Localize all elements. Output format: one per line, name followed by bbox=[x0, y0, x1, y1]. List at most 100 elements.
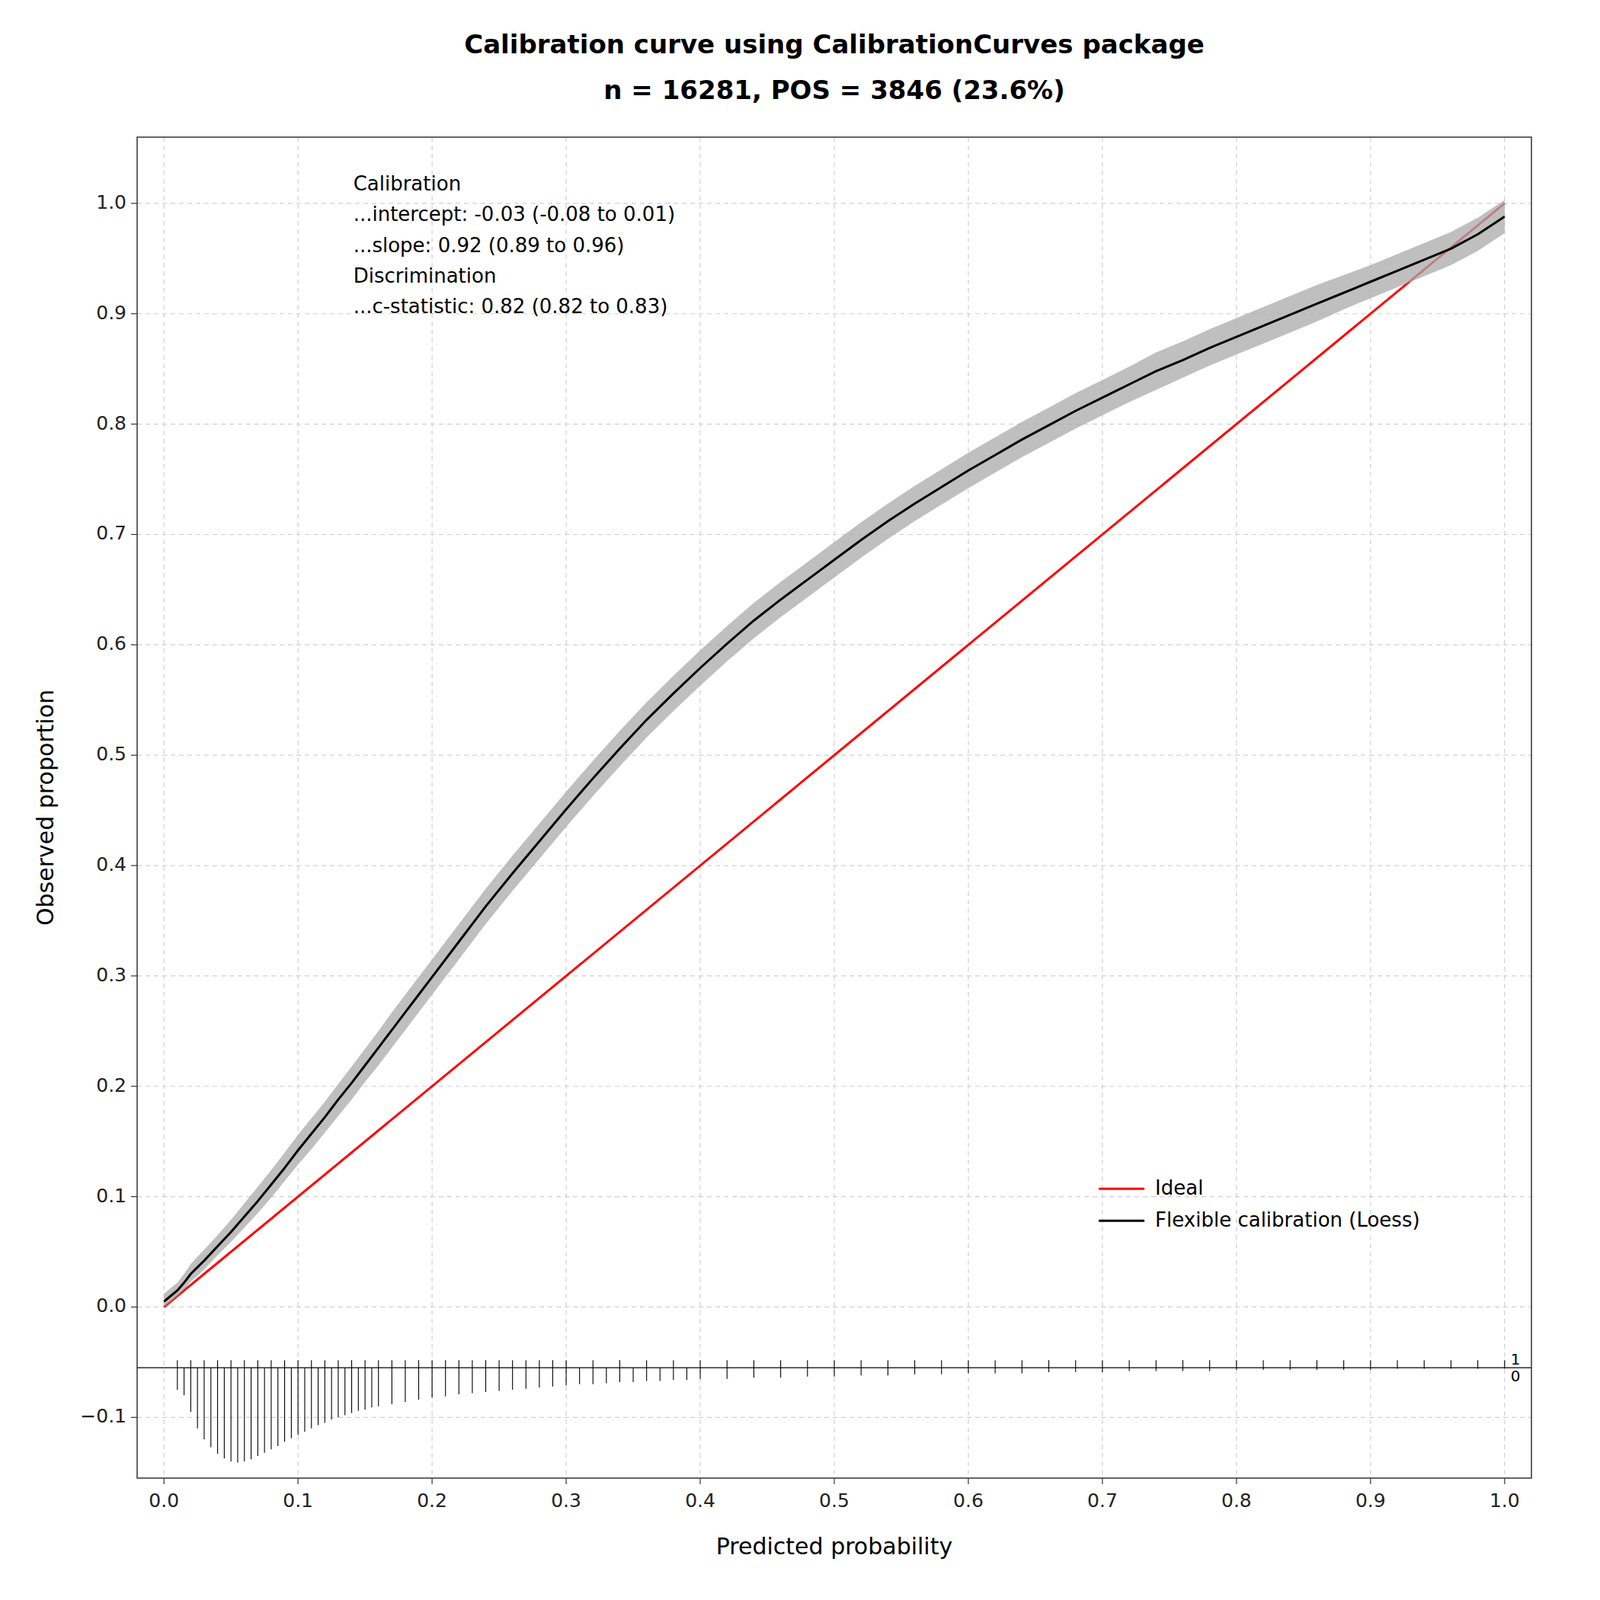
axes: 0.00.10.20.30.40.50.60.70.80.91.0−0.10.0… bbox=[80, 191, 1520, 1512]
rug-negative bbox=[264, 1367, 266, 1453]
grid-line bbox=[137, 202, 1532, 204]
tick-label: 0.4 bbox=[684, 1489, 716, 1512]
rug-positive bbox=[1316, 1360, 1318, 1368]
rug-positive bbox=[780, 1360, 781, 1368]
rug-negative bbox=[1209, 1367, 1210, 1371]
rug-negative bbox=[605, 1367, 607, 1383]
rug-negative bbox=[833, 1367, 835, 1377]
rug-positive bbox=[525, 1360, 527, 1368]
rug-negative bbox=[1289, 1367, 1291, 1370]
rug-negative bbox=[230, 1367, 232, 1462]
rug-positive bbox=[270, 1360, 272, 1368]
legend-swatch bbox=[1098, 1187, 1145, 1191]
rug-negative bbox=[914, 1367, 916, 1375]
y-axis-label: Observed proportion bbox=[32, 689, 59, 926]
rug-positive bbox=[418, 1360, 420, 1368]
rug-negative bbox=[646, 1367, 647, 1381]
grid-line bbox=[297, 137, 299, 1479]
rug-negative bbox=[1450, 1367, 1452, 1369]
rug-positive bbox=[190, 1360, 192, 1368]
rug-negative bbox=[331, 1367, 333, 1420]
rug-negative bbox=[485, 1367, 487, 1392]
rug-negative bbox=[1101, 1367, 1103, 1373]
rug-negative bbox=[940, 1367, 942, 1375]
rug-negative bbox=[257, 1367, 259, 1456]
rug-positive bbox=[619, 1360, 621, 1368]
annotation: ...slope: 0.92 (0.89 to 0.96) bbox=[353, 233, 625, 257]
grid-line bbox=[432, 137, 433, 1479]
rug-negative bbox=[1048, 1367, 1050, 1373]
plot-frame bbox=[137, 137, 1532, 1479]
rug-negative bbox=[780, 1367, 781, 1378]
rug-positive bbox=[337, 1360, 339, 1368]
rug-positive bbox=[471, 1360, 473, 1368]
tick bbox=[699, 1478, 701, 1485]
tick-label: 0.0 bbox=[148, 1489, 180, 1512]
tick bbox=[131, 644, 138, 646]
grid-line bbox=[1101, 137, 1103, 1479]
rug-positive bbox=[176, 1360, 178, 1368]
tick-label: 0.5 bbox=[96, 742, 127, 765]
tick bbox=[1235, 1478, 1237, 1485]
grid-line bbox=[699, 137, 701, 1479]
rug-negative bbox=[860, 1367, 862, 1376]
tick bbox=[565, 1478, 567, 1485]
tick-label: 0.7 bbox=[96, 521, 127, 544]
rug-positive bbox=[1182, 1360, 1184, 1368]
rug-positive bbox=[1477, 1360, 1479, 1368]
rug-negative bbox=[672, 1367, 674, 1380]
rug-negative bbox=[358, 1367, 359, 1411]
rug-positive bbox=[324, 1360, 326, 1368]
rug-positive bbox=[230, 1360, 232, 1368]
rug-positive bbox=[377, 1360, 379, 1368]
tick-label: 0.1 bbox=[96, 1184, 127, 1207]
tick bbox=[163, 1478, 165, 1485]
grid-line bbox=[137, 534, 1532, 535]
rug-positive bbox=[1343, 1360, 1344, 1368]
rug-negative bbox=[995, 1367, 996, 1373]
rug-negative bbox=[1343, 1367, 1344, 1370]
rug-negative bbox=[418, 1367, 420, 1400]
rug-negative bbox=[592, 1367, 594, 1385]
rug-negative bbox=[753, 1367, 755, 1378]
tick-label: 0.4 bbox=[96, 853, 127, 876]
rug-negative bbox=[1182, 1367, 1184, 1371]
rug-positive bbox=[940, 1360, 942, 1368]
grid-line bbox=[137, 423, 1532, 425]
tick bbox=[1369, 1478, 1371, 1485]
rug-negative bbox=[291, 1367, 292, 1439]
tick-label: 0.2 bbox=[96, 1074, 127, 1097]
rug-positive bbox=[1101, 1360, 1103, 1368]
rug-negative bbox=[1424, 1367, 1425, 1369]
rug-positive bbox=[391, 1360, 393, 1368]
rug-positive bbox=[538, 1360, 540, 1368]
rug-negative bbox=[1155, 1367, 1157, 1371]
rug-positive bbox=[646, 1360, 647, 1368]
annotation: ...c-statistic: 0.82 (0.82 to 0.83) bbox=[353, 294, 669, 318]
rug-negative bbox=[1129, 1367, 1130, 1371]
rug-positive bbox=[1369, 1360, 1371, 1368]
rug-positive bbox=[1075, 1360, 1076, 1368]
rug-negative bbox=[1477, 1367, 1479, 1369]
rug-positive bbox=[284, 1360, 285, 1368]
rug-negative bbox=[1075, 1367, 1076, 1373]
tick-label: 0.3 bbox=[550, 1489, 582, 1512]
rug-positive bbox=[1155, 1360, 1157, 1368]
rug-positive bbox=[351, 1360, 352, 1368]
rug-negative bbox=[633, 1367, 634, 1383]
tick bbox=[131, 975, 138, 976]
rug-positive bbox=[512, 1360, 513, 1368]
rug-positive bbox=[458, 1360, 460, 1368]
rug-positive bbox=[485, 1360, 487, 1368]
rug-positive bbox=[806, 1360, 808, 1368]
rug-negative bbox=[236, 1367, 238, 1463]
rug-positive bbox=[310, 1360, 312, 1368]
annotation: Calibration bbox=[353, 172, 461, 196]
rug-negative bbox=[619, 1367, 621, 1383]
rug-negative bbox=[579, 1367, 580, 1385]
rug-label: 0 bbox=[1510, 1366, 1521, 1386]
annotation: ...intercept: -0.03 (-0.08 to 0.01) bbox=[353, 202, 676, 226]
x-axis-label: Predicted probability bbox=[716, 1532, 953, 1560]
rug-negative bbox=[1263, 1367, 1264, 1370]
rug-negative bbox=[1235, 1367, 1237, 1370]
